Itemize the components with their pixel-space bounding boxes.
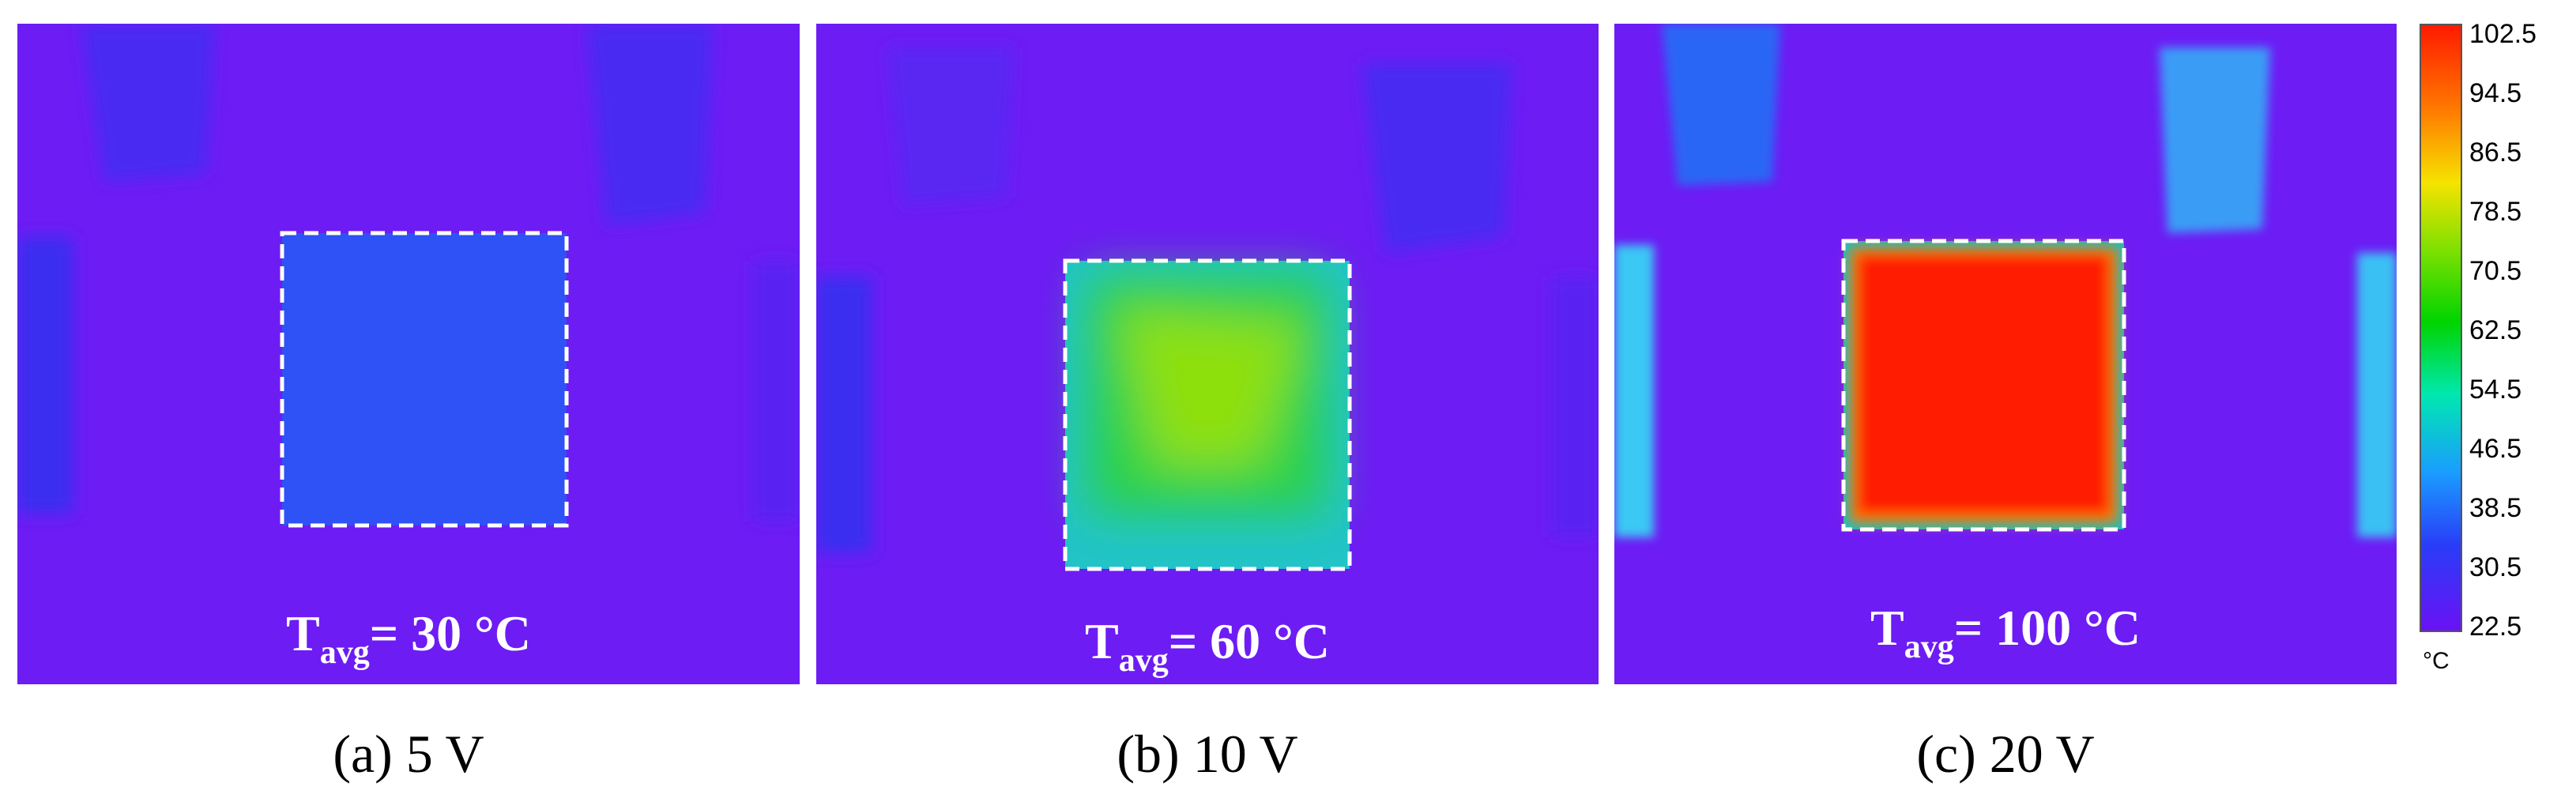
colorbar-tick: 22.5 <box>2469 612 2522 642</box>
caption-c: (c) 20 V <box>1916 724 2095 784</box>
thermal-image-5v: Tavg= 30 °C <box>17 24 800 684</box>
colorbar-tick: 62.5 <box>2469 315 2522 345</box>
dashed-roi-box-b <box>1063 258 1352 571</box>
thermal-image-10v: Tavg= 60 °C <box>816 24 1599 684</box>
colorbar-tick: 78.5 <box>2469 197 2522 227</box>
colorbar-tick: 30.5 <box>2469 552 2522 582</box>
temperature-colorbar <box>2420 24 2462 632</box>
fixtures-b <box>816 47 1599 553</box>
thermal-scene-c <box>1614 24 2397 537</box>
fixtures-a <box>17 24 800 521</box>
caption-b: (b) 10 V <box>1117 724 1298 784</box>
avg-temperature-label: Tavg= 30 °C <box>286 605 531 671</box>
colorbar-tick: 94.5 <box>2469 78 2522 108</box>
avg-temperature-label: Tavg= 60 °C <box>1085 613 1330 679</box>
colorbar-tick: 54.5 <box>2469 375 2522 405</box>
thermal-scene-b <box>816 47 1599 571</box>
colorbar-tick: 102.5 <box>2469 19 2537 49</box>
fixtures-c <box>1614 24 2397 537</box>
colorbar-tick: 38.5 <box>2469 493 2522 523</box>
thermal-scene-a <box>17 24 800 528</box>
colorbar-tick: 46.5 <box>2469 434 2522 464</box>
colorbar-tick: 86.5 <box>2469 137 2522 168</box>
colorbar-unit: °C <box>2423 648 2450 674</box>
colorbar-tick: 70.5 <box>2469 256 2522 286</box>
dashed-roi-box-c <box>1841 239 2126 532</box>
caption-a: (a) 5 V <box>333 724 484 784</box>
avg-temperature-label: Tavg= 100 °C <box>1870 600 2141 665</box>
dashed-roi-box-a <box>280 231 569 528</box>
thermal-image-20v: Tavg= 100 °C <box>1614 24 2397 684</box>
sample-hotspot-a <box>282 233 567 525</box>
